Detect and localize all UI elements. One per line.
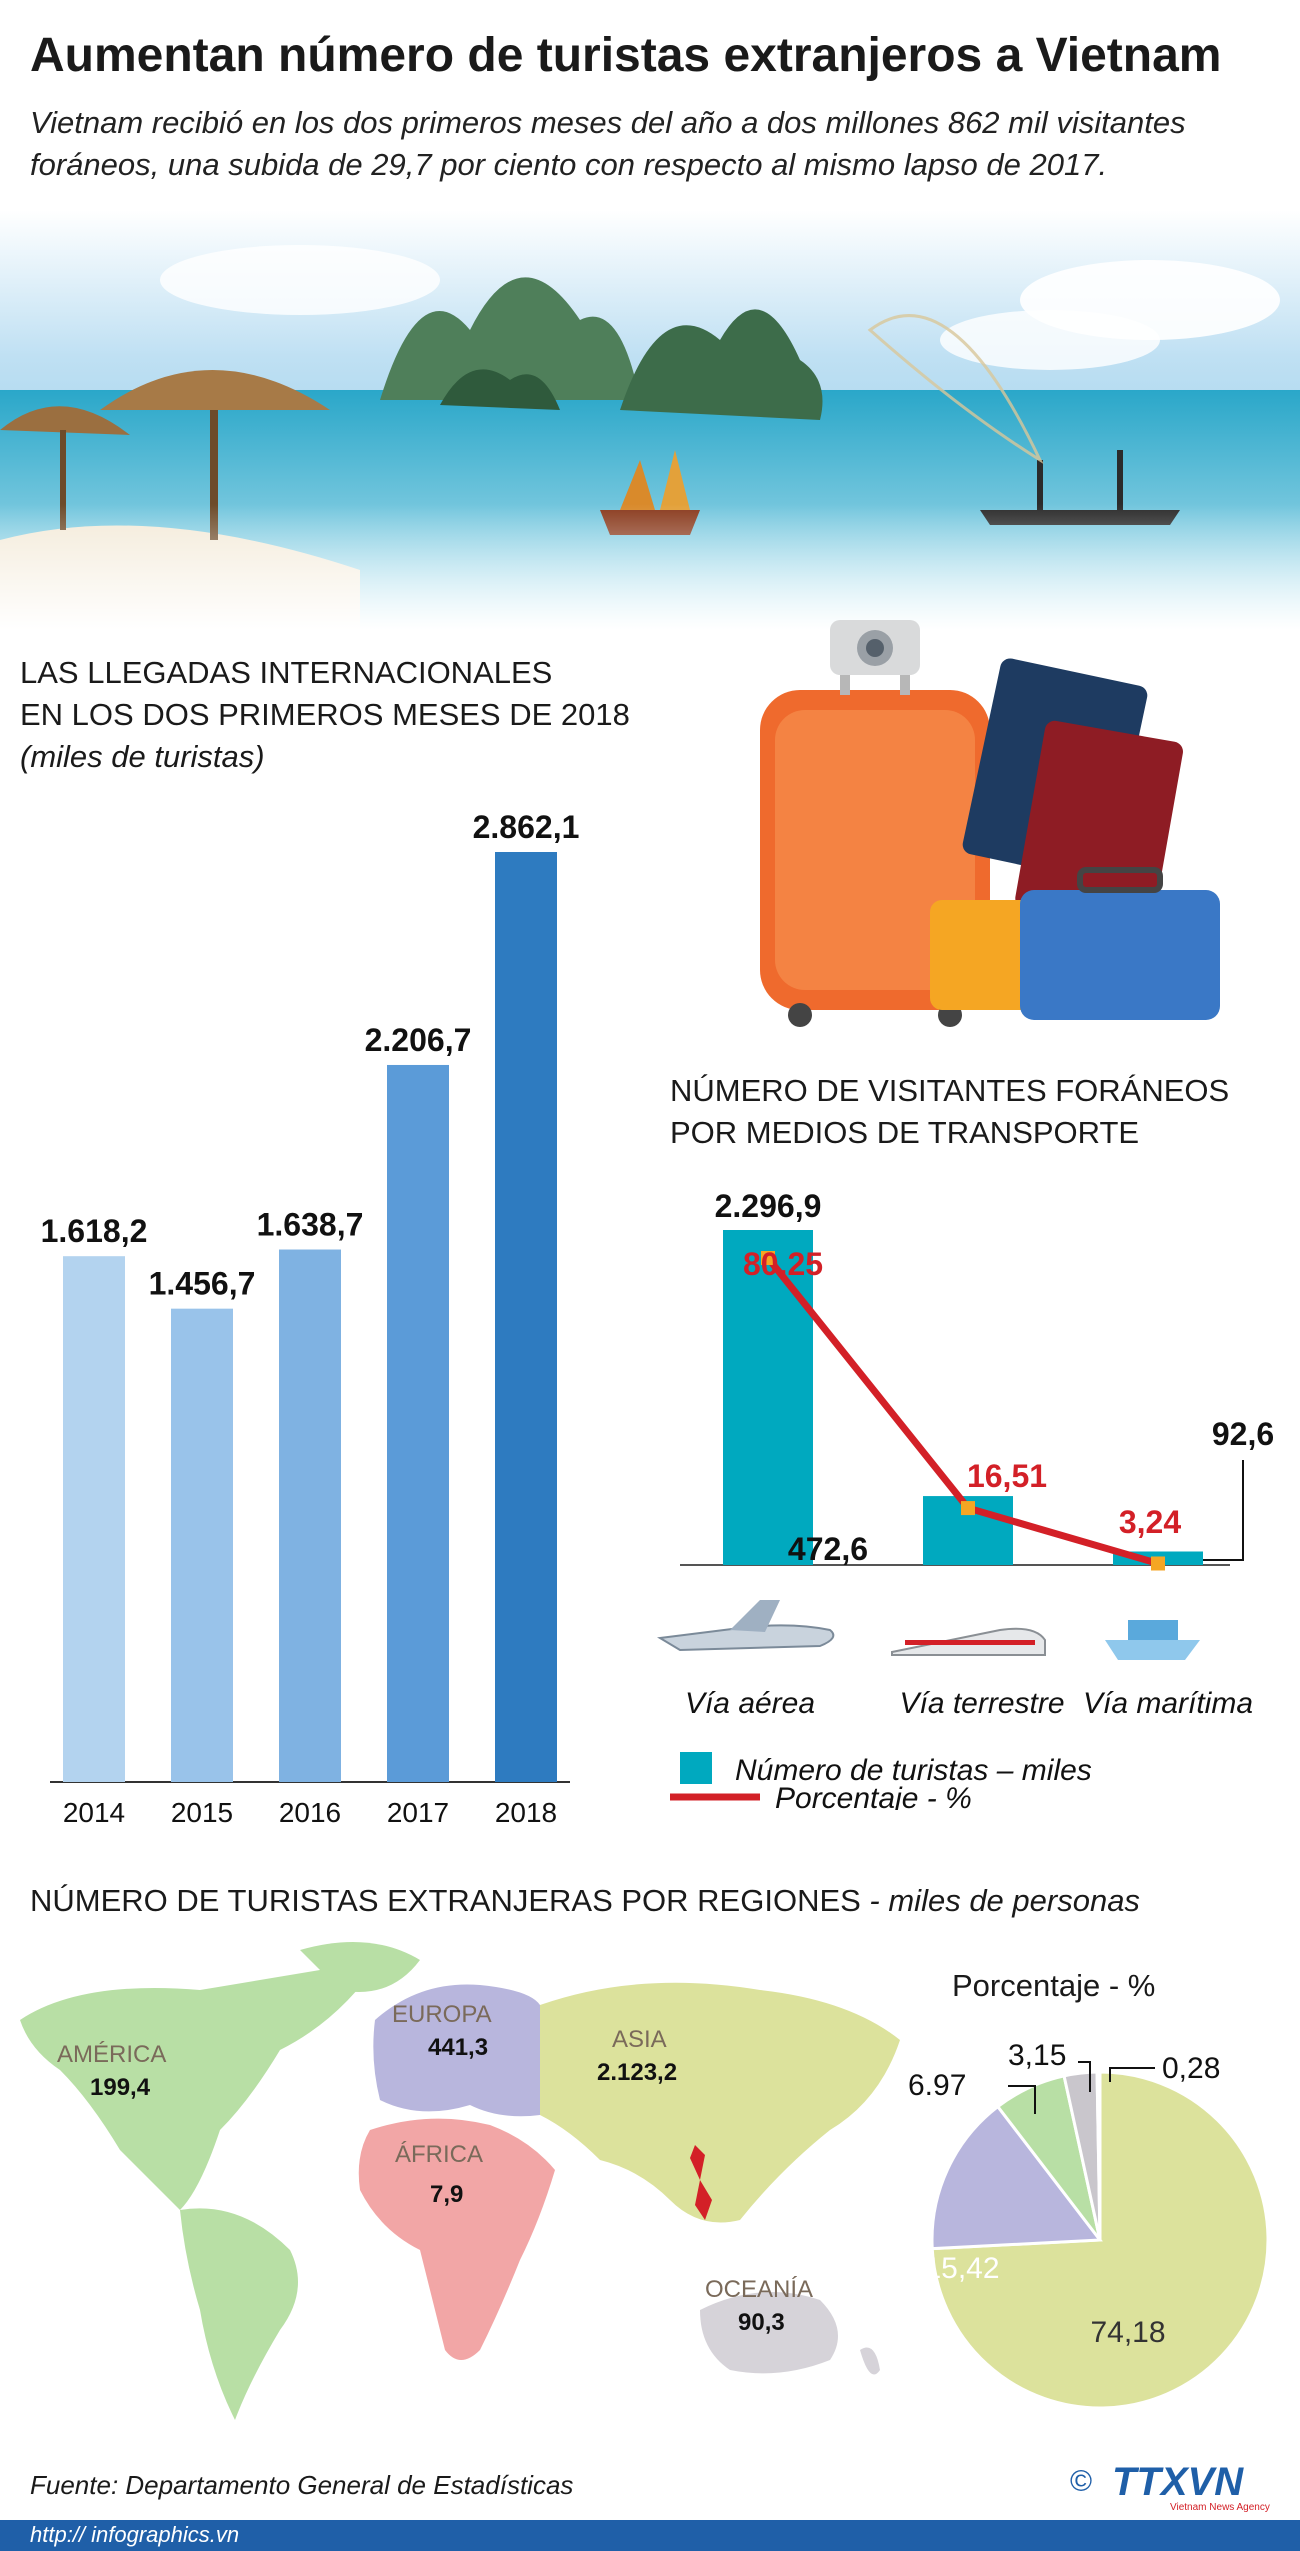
regions-pie-chart: 74,18 15,42 6.97 3,15 0,28 — [908, 2039, 1270, 2410]
legend-label-line: Porcentaje - % — [775, 1782, 972, 1810]
region-name-africa: ÁFRICA — [395, 2141, 483, 2168]
map-region-europa — [373, 1984, 540, 2117]
luggage-illustration — [760, 620, 1220, 1027]
page-title: Aumentan número de turistas extranjeros … — [30, 29, 1222, 82]
transport-percentage-label-0: 80,25 — [743, 1246, 823, 1282]
transport-bar-value-1: 472,6 — [788, 1531, 868, 1567]
logo-text: TTXVN — [1112, 2460, 1244, 2504]
transport-category-1: Vía terrestre — [899, 1687, 1064, 1720]
x-tick-label-2014: 2014 — [63, 1797, 125, 1828]
bar-2017 — [387, 1064, 449, 1782]
ttxvn-logo: © TTXVN Vietnam News Agency — [1070, 2460, 1270, 2513]
pie-slice-Europa — [930, 2104, 1103, 2251]
transport-combo-chart: 2.296,9 472,6 92,6 80,25 16,51 3,24 Vía aérea V… — [657, 1188, 1274, 1810]
region-value-asia: 2.123,2 — [597, 2059, 677, 2086]
pie-label-Asia: 74,18 — [1090, 2316, 1165, 2349]
region-name-europa: EUROPA — [392, 2001, 492, 2028]
pie-label-America: 6.97 — [908, 2069, 966, 2102]
legend-swatch-bars — [680, 1752, 712, 1784]
region-name-asia: ASIA — [612, 2026, 667, 2053]
x-tick-label-2016: 2016 — [279, 1797, 341, 1828]
airplane-wing-icon — [730, 1600, 780, 1632]
footer-url-link[interactable]: http:// infographics.vn — [30, 2522, 240, 2547]
region-value-europa: 441,3 — [428, 2034, 488, 2061]
region-value-oceania: 90,3 — [738, 2309, 785, 2336]
bar-value-label-2016: 1.638,7 — [257, 1207, 364, 1243]
region-name-oceania: OCEANÍA — [705, 2276, 813, 2303]
percentage-point-0 — [761, 1251, 775, 1265]
footer-bar — [0, 2520, 1300, 2551]
percentage-point-1 — [961, 1501, 975, 1516]
transport-percentage-label-2: 3,24 — [1119, 1504, 1181, 1540]
region-value-america: 199,4 — [90, 2074, 151, 2101]
transport-heading-line1: NÚMERO DE VISITANTES FORÁNEOS — [670, 1073, 1230, 1108]
pie-label-Europa: 15,42 — [924, 2252, 999, 2285]
pie-label-Oceania: 3,15 — [1008, 2039, 1066, 2072]
bar-value-label-2017: 2.206,7 — [365, 1022, 472, 1058]
region-name-america: AMÉRICA — [57, 2041, 166, 2068]
transport-bar-value-2: 92,6 — [1212, 1416, 1274, 1452]
regions-heading: NÚMERO DE TURISTAS EXTRANJERAS POR REGIO… — [30, 1880, 1140, 1922]
region-value-africa: 7,9 — [430, 2181, 463, 2208]
copyright-symbol: © — [1070, 2465, 1092, 2498]
percentage-point-2 — [1151, 1556, 1165, 1571]
pie-label-Africa: 0,28 — [1162, 2052, 1220, 2085]
map-region-america — [20, 1960, 380, 2210]
pie-leader-Oceania — [1078, 2061, 1091, 2092]
map-region-oceania — [700, 2292, 838, 2374]
transport-category-2: Vía marítima — [1083, 1687, 1253, 1720]
transport-icons — [657, 1600, 1200, 1660]
page-subtitle: Vietnam recibió en los dos primeros mese… — [30, 105, 1186, 182]
x-tick-label-2018: 2018 — [495, 1797, 557, 1828]
transport-bar-0 — [723, 1230, 813, 1565]
world-map: AMÉRICA 199,4 EUROPA 441,3 ASIA 2.123,2 … — [20, 1942, 900, 2420]
bar-value-label-2015: 1.456,7 — [149, 1266, 256, 1302]
maritima-leader-line — [1203, 1460, 1244, 1561]
arrivals-heading-line1: LAS LLEGADAS INTERNACIONALES — [20, 655, 553, 690]
ship-icon — [1105, 1640, 1200, 1660]
transport-category-0: Vía aérea — [685, 1687, 815, 1720]
transport-heading-line2: POR MEDIOS DE TRANSPORTE — [670, 1115, 1140, 1150]
bar-2018 — [495, 852, 557, 1782]
bar-2015 — [171, 1308, 233, 1782]
regions-heading-text: NÚMERO DE TURISTAS EXTRANJERAS POR REGIO… — [30, 1883, 861, 1918]
travel-banner-illustration — [0, 210, 1300, 630]
pie-title: Porcentaje - % — [952, 1968, 1156, 2003]
x-tick-label-2017: 2017 — [387, 1797, 449, 1828]
arrivals-bar-chart: 1.618,2 2014 1.456,7 2015 1.638,7 2016 2.206,7… — [41, 809, 580, 1828]
train-stripe-icon — [905, 1640, 1035, 1645]
arrivals-unit: (miles de turistas) — [20, 739, 265, 774]
legend-label-bars: Número de turistas – miles — [735, 1754, 1092, 1787]
map-region-africa — [358, 2118, 555, 2360]
ship-cabin-icon — [1128, 1620, 1178, 1640]
bar-2016 — [279, 1249, 341, 1782]
arrivals-heading-line2: EN LOS DOS PRIMEROS MESES DE 2018 — [20, 697, 630, 732]
regions-heading-unit: - miles de personas — [860, 1883, 1140, 1918]
pie-slice-África — [1095, 2070, 1102, 2241]
logo-subtitle: Vietnam News Agency — [1170, 2502, 1270, 2513]
map-region-asia — [540, 1982, 900, 2223]
source-note: Fuente: Departamento General de Estadíst… — [30, 2470, 574, 2500]
transport-percentage-label-1: 16,51 — [967, 1458, 1047, 1494]
bar-value-label-2018: 2.862,1 — [473, 809, 580, 845]
bar-2014 — [63, 1256, 125, 1782]
bar-value-label-2014: 1.618,2 — [41, 1213, 148, 1249]
pie-leader-Africa — [1109, 2067, 1155, 2082]
transport-bar-value-0: 2.296,9 — [715, 1188, 822, 1224]
x-tick-label-2015: 2015 — [171, 1797, 233, 1828]
pie-leader-America — [1008, 2085, 1036, 2114]
